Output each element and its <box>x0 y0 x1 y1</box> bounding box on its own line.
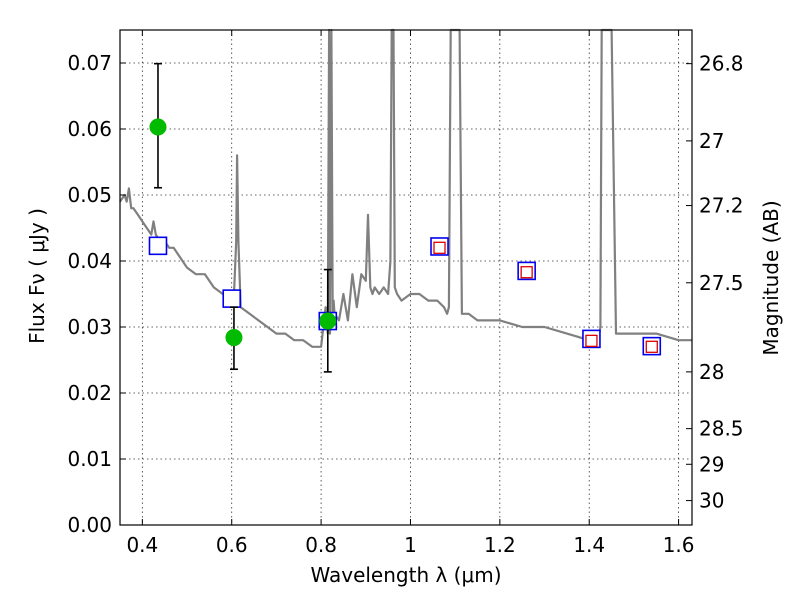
model-flux-square <box>148 236 168 256</box>
right-tick-label: 27.5 <box>699 271 744 295</box>
y-tick-label: 0.04 <box>67 249 112 273</box>
right-tick-label: 27 <box>699 129 724 153</box>
model-flux-square <box>582 329 601 349</box>
model-spectrum-layer <box>119 28 692 348</box>
model-spectrum-line <box>119 28 692 348</box>
detection-point <box>225 329 243 347</box>
y-axis-label: Flux Fν ( μJy ) <box>25 208 49 344</box>
y-tick-label: 0.07 <box>67 51 112 75</box>
y-tick-label: 0.02 <box>67 381 112 405</box>
detection-point <box>319 312 337 330</box>
x-tick-label: 1.4 <box>573 533 605 557</box>
right-axis-label: Magnitude (AB) <box>759 200 783 355</box>
marker-layer <box>148 62 662 373</box>
right-tick-label: 30 <box>699 489 724 513</box>
right-tick-label: 28.5 <box>699 417 744 441</box>
observed-flux-square <box>585 334 598 348</box>
y-tick-label: 0.03 <box>67 315 112 339</box>
right-tick-label: 28 <box>699 360 724 384</box>
model-flux-square <box>222 289 242 308</box>
detection-point <box>149 118 167 136</box>
right-tick-label: 27.2 <box>699 194 744 218</box>
y-tick-label: 0.05 <box>67 183 112 207</box>
right-tick-label: 26.8 <box>699 52 744 76</box>
observed-flux-square <box>433 241 446 254</box>
observed-flux-square <box>645 340 658 353</box>
x-tick-label: 1.2 <box>484 533 516 557</box>
x-tick-label: 0.4 <box>126 533 158 557</box>
grid <box>120 30 692 526</box>
y-tick-label: 0.01 <box>67 447 112 471</box>
x-tick-label: 1.6 <box>663 533 695 557</box>
y-tick-label: 0.06 <box>67 117 112 141</box>
right-tick-label: 29 <box>699 452 724 476</box>
y-tick-label: 0.00 <box>67 513 112 537</box>
x-tick-label: 1 <box>404 533 417 557</box>
plot-frame <box>119 29 693 526</box>
observed-flux-square <box>520 266 533 279</box>
x-tick-label: 0.8 <box>305 533 337 557</box>
axis-ticks: 0.4 0.6 0.8 1 1.2 1.4 1.6 0.00 0.01 0.02 0.03 0.04 0… <box>67 30 744 557</box>
x-tick-label: 0.6 <box>216 533 248 557</box>
x-axis-label: Wavelength λ (μm) <box>310 563 501 587</box>
